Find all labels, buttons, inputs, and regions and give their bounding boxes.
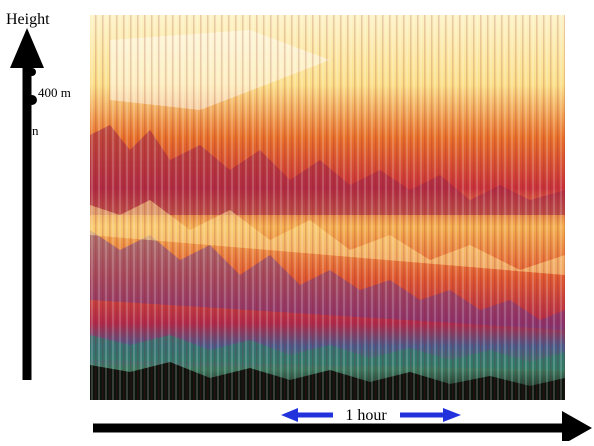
scale-label: 1 hour xyxy=(345,407,387,424)
height-arrow-head xyxy=(10,28,44,68)
time-arrow-head xyxy=(562,411,592,445)
tick-label: n xyxy=(32,123,39,138)
scale-arrow-head xyxy=(281,408,298,422)
echogram xyxy=(90,15,565,400)
tick-dot xyxy=(27,95,37,105)
scale-arrow-head xyxy=(443,408,461,422)
tick-label: 400 m xyxy=(38,85,71,100)
tick-dot xyxy=(28,68,36,76)
y-axis-label: Height xyxy=(6,11,50,28)
